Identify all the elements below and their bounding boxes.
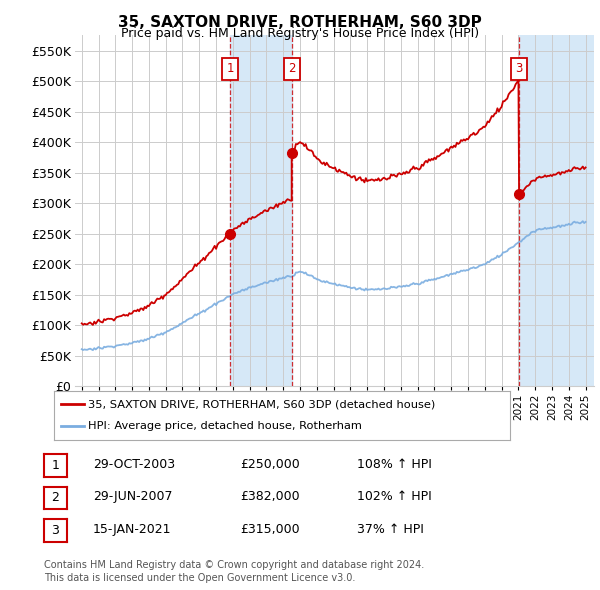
Text: 1: 1 (226, 63, 234, 76)
Bar (230, 35, 292, 386)
Bar (519, 35, 594, 386)
Text: HPI: Average price, detached house, Rotherham: HPI: Average price, detached house, Roth… (88, 421, 362, 431)
Text: 35, SAXTON DRIVE, ROTHERHAM, S60 3DP: 35, SAXTON DRIVE, ROTHERHAM, S60 3DP (118, 15, 482, 30)
Text: 29-OCT-2003: 29-OCT-2003 (93, 458, 175, 471)
Text: Price paid vs. HM Land Registry's House Price Index (HPI): Price paid vs. HM Land Registry's House … (121, 27, 479, 40)
Text: 3: 3 (51, 524, 59, 537)
Text: 108% ↑ HPI: 108% ↑ HPI (357, 458, 432, 471)
Text: 37% ↑ HPI: 37% ↑ HPI (357, 523, 424, 536)
Text: 29-JUN-2007: 29-JUN-2007 (93, 490, 173, 503)
Text: £382,000: £382,000 (240, 490, 299, 503)
Text: Contains HM Land Registry data © Crown copyright and database right 2024.: Contains HM Land Registry data © Crown c… (44, 560, 424, 570)
Text: 15-JAN-2021: 15-JAN-2021 (93, 523, 172, 536)
Text: 2: 2 (288, 63, 295, 76)
Text: £315,000: £315,000 (240, 523, 299, 536)
Text: 3: 3 (515, 63, 523, 76)
Text: £250,000: £250,000 (240, 458, 300, 471)
Text: 35, SAXTON DRIVE, ROTHERHAM, S60 3DP (detached house): 35, SAXTON DRIVE, ROTHERHAM, S60 3DP (de… (88, 399, 436, 409)
Text: This data is licensed under the Open Government Licence v3.0.: This data is licensed under the Open Gov… (44, 573, 355, 583)
Text: 102% ↑ HPI: 102% ↑ HPI (357, 490, 432, 503)
Text: 1: 1 (51, 459, 59, 472)
Text: 2: 2 (51, 491, 59, 504)
